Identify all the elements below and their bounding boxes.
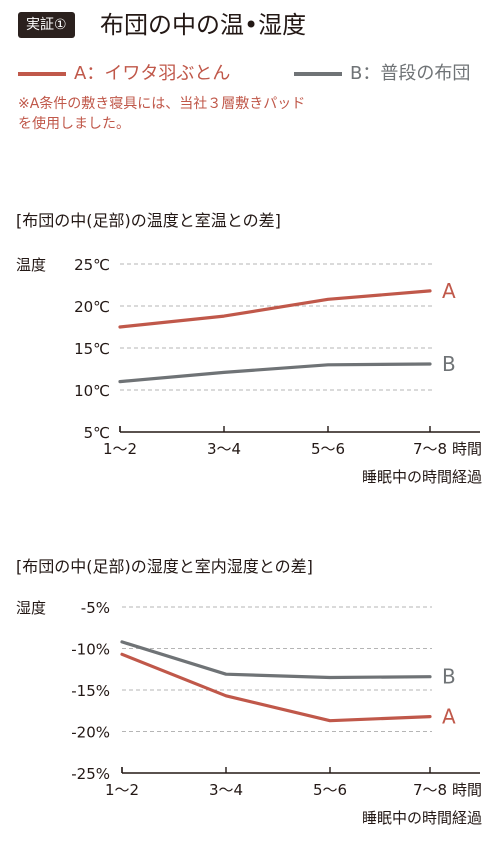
humidity-series-a-label: A (442, 705, 456, 729)
temperature-x-tick: 3〜4 (207, 440, 241, 458)
humidity-y-tick: -15% (71, 682, 110, 700)
legend-swatch-b (294, 72, 342, 76)
page-title: 布団の中の温•湿度 (100, 11, 307, 39)
legend-label-a: A：イワタ羽ぶとん (74, 63, 231, 84)
humidity-y-tick: -5% (81, 599, 110, 617)
temperature-y-tick: 20℃ (74, 298, 110, 316)
humidity-x-tick: 1〜2 (105, 781, 139, 799)
legend-swatch-a (18, 72, 66, 76)
humidity-chart-title: [布団の中(足部)の湿度と室内湿度との差] (16, 557, 313, 576)
humidity-chart: -5% -10% -15% -20% -25% 湿度 1〜2 3〜4 5〜6 7〜8 時間睡眠中の時… (16, 599, 482, 827)
legend-item-a: A：イワタ羽ぶとん (18, 62, 230, 86)
temperature-x-tick: 5〜6 (311, 440, 345, 458)
humidity-series-a-line (120, 652, 432, 723)
humidity-x-tick: 3〜4 (209, 781, 243, 799)
temperature-series-a-line (118, 289, 432, 329)
humidity-x-unit: 時間 (452, 781, 482, 799)
humidity-x-label: 睡眠中の時間経過 (362, 809, 482, 827)
section-badge: 実証① (18, 12, 75, 38)
humidity-y-tick: -10% (71, 641, 110, 659)
humidity-series-b-label: B (442, 665, 456, 689)
legend-item-b: B：普段の布団 (294, 62, 470, 86)
temperature-chart-title: [布団の中(足部)の温度と室温との差] (16, 211, 281, 230)
temperature-y-tick: 25℃ (74, 256, 110, 274)
temperature-series-a-label: A (442, 279, 456, 303)
legend-label-b: B：普段の布団 (350, 63, 471, 84)
temperature-y-tick: 10℃ (74, 382, 110, 400)
humidity-series-b-line (120, 640, 432, 680)
temperature-series-b-label: B (442, 352, 456, 376)
humidity-y-tick: -25% (71, 765, 110, 783)
humidity-x-tick: 5〜6 (313, 781, 347, 799)
humidity-y-label: 湿度 (16, 599, 46, 617)
temperature-x-tick: 7〜8 (413, 440, 447, 458)
temperature-x-tick: 1〜2 (103, 440, 137, 458)
temperature-y-tick: 5℃ (84, 424, 110, 442)
humidity-y-tick: -20% (71, 724, 110, 742)
temperature-x-label: 睡眠中の時間経過 (362, 468, 482, 486)
humidity-x-tick: 7〜8 (413, 781, 447, 799)
temperature-y-tick: 15℃ (74, 340, 110, 358)
temperature-x-unit: 時間 (452, 440, 482, 458)
temperature-y-label: 温度 (16, 256, 46, 274)
temperature-series-b-line (118, 362, 432, 384)
footnote: ※A条件の敷き寝具には、当社３層敷きパッドを使用しました。 (18, 96, 306, 132)
